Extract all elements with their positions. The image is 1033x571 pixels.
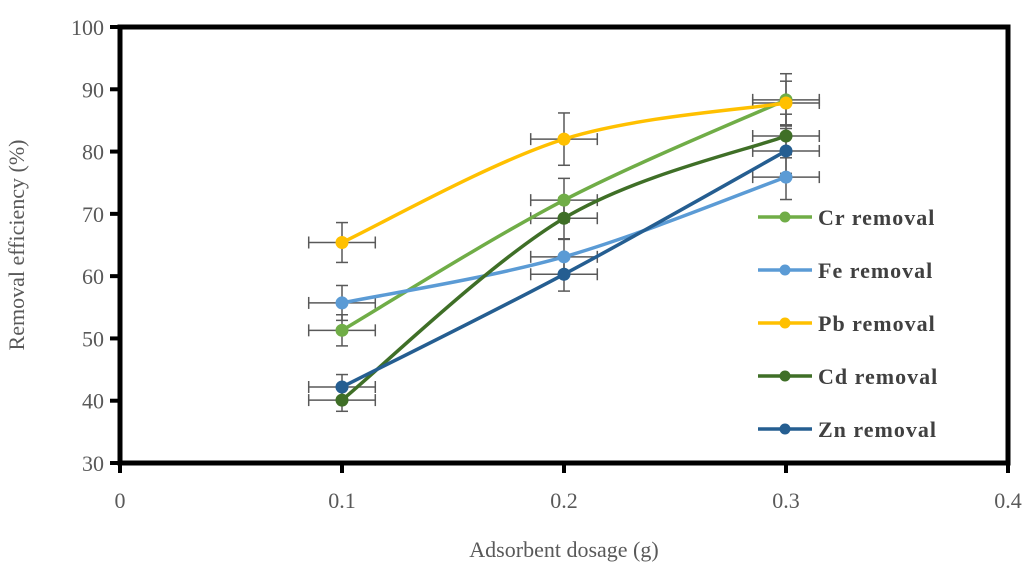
x-axis-title: Adsorbent dosage (g) [469, 537, 658, 562]
legend-label: Fe removal [818, 258, 933, 283]
y-tick-label: 90 [82, 77, 104, 102]
zn-removal-point [779, 144, 793, 158]
legend-swatch-marker [779, 211, 791, 223]
legend-swatch-marker [779, 317, 791, 329]
legend-item-fe-removal: Fe removal [758, 258, 933, 283]
x-tick-label: 0.3 [772, 488, 800, 513]
y-axis-title: Removal efficiency (%) [4, 140, 29, 351]
x-tick-label: 0.1 [328, 488, 356, 513]
y-tick-label: 30 [82, 451, 104, 476]
legend-item-cd-removal: Cd removal [758, 364, 938, 389]
zn-removal-point [557, 267, 571, 281]
legend-label: Zn removal [818, 417, 937, 442]
x-tick-label: 0 [115, 488, 126, 513]
y-tick-label: 50 [82, 326, 104, 351]
fe-removal-point [557, 250, 571, 264]
pb-removal-point [779, 96, 793, 110]
zn-removal-point [335, 380, 349, 394]
legend-swatch-marker [779, 264, 791, 276]
x-tick-label: 0.2 [550, 488, 578, 513]
cd-removal-point [557, 211, 571, 225]
y-tick-label: 70 [82, 202, 104, 227]
legend-item-cr-removal: Cr removal [758, 205, 935, 230]
cr-removal-point [335, 323, 349, 337]
legend-item-zn-removal: Zn removal [758, 417, 937, 442]
y-tick-label: 60 [82, 264, 104, 289]
legend: Cr removal Fe removal Pb removal Cd removal… [758, 205, 938, 442]
y-tick-label: 80 [82, 140, 104, 165]
legend-label: Pb removal [818, 311, 936, 336]
cd-removal-point [779, 129, 793, 143]
fe-removal-point [779, 170, 793, 184]
series-markers [335, 93, 793, 407]
x-axis: 0 0.1 0.2 0.3 0.4 [115, 463, 1022, 513]
legend-swatch-marker [779, 423, 791, 435]
legend-swatch-marker [779, 370, 791, 382]
x-tick-label: 0.4 [994, 488, 1022, 513]
pb-removal-point [335, 236, 349, 250]
fe-removal-point [335, 296, 349, 310]
cr-removal-point [557, 193, 571, 207]
cd-removal-point [335, 393, 349, 407]
legend-label: Cr removal [818, 205, 935, 230]
y-tick-label: 100 [71, 15, 104, 40]
legend-item-pb-removal: Pb removal [758, 311, 936, 336]
legend-label: Cd removal [818, 364, 938, 389]
y-axis: 30 40 50 60 70 80 90 100 [71, 15, 120, 476]
y-tick-label: 40 [82, 389, 104, 414]
pb-removal-point [557, 132, 571, 146]
